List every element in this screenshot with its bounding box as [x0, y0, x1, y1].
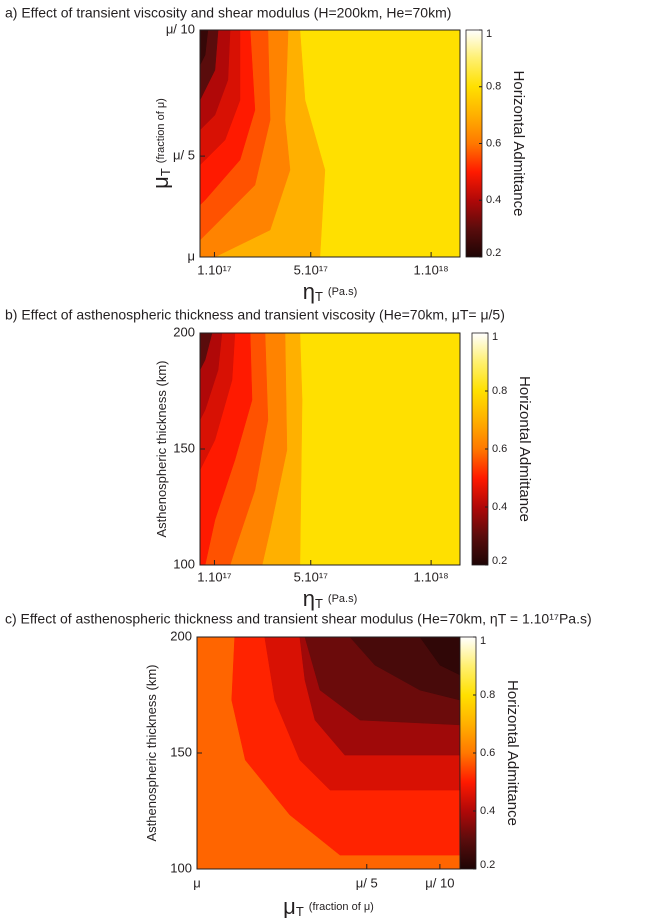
axis-subscript: T: [296, 904, 304, 919]
axis-unit: (Pa.s): [328, 593, 357, 605]
x-tick-label: 1.10¹⁸: [414, 262, 449, 277]
axis-label: μT (fraction of μ): [283, 894, 374, 919]
y-tick-label: 100: [173, 556, 195, 571]
colorbar-tick-label: 0.2: [486, 247, 501, 259]
plot-area: [200, 333, 460, 565]
chart-title: a) Effect of transient viscosity and she…: [5, 5, 451, 21]
colorbar-tick-label: 1: [486, 28, 492, 40]
colorbar-tick-label: 0.8: [486, 81, 501, 93]
contour-band: [200, 333, 213, 371]
x-tick-label: 5.10¹⁷: [294, 569, 329, 584]
x-tick-label: μ/ 5: [356, 875, 378, 890]
colorbar-tick-label: 0.6: [480, 747, 495, 759]
contour-band: [419, 637, 460, 676]
axis-label-text: Asthenospheric thickness (km): [144, 664, 159, 841]
y-tick-label: 150: [173, 440, 195, 455]
x-tick-label: μ/ 10: [425, 875, 454, 890]
axis-label: Asthenospheric thickness (km): [154, 360, 169, 537]
colorbar-tick-label: 0.8: [492, 385, 507, 397]
colorbar-tick-label: 0.4: [492, 501, 507, 513]
axis-label: ηT (Pa.s): [303, 586, 358, 612]
contour-band: [200, 30, 209, 66]
colorbar-tick-label: 0.6: [492, 443, 507, 455]
axis-unit: (fraction of μ): [309, 901, 374, 913]
x-tick-label: 5.10¹⁷: [294, 262, 329, 277]
colorbar-tick-label: 0.6: [486, 137, 501, 149]
plot-area: [197, 637, 460, 869]
colorbar-tick-label: 0.2: [492, 555, 507, 567]
y-tick-label: μ/ 5: [173, 148, 195, 163]
axis-unit: (Pa.s): [328, 286, 357, 298]
y-tick-label: 200: [170, 628, 192, 643]
colorbar-tick-label: 0.2: [480, 859, 495, 871]
plot-frame: [199, 29, 461, 258]
colorbar-tick-label: 0.4: [486, 194, 501, 206]
colorbar-label: Horizontal Admittance: [504, 680, 521, 826]
axis-label: ηT (Pa.s): [303, 279, 358, 305]
axis-unit: (fraction of μ): [155, 98, 167, 163]
y-tick-label: μ: [188, 248, 196, 263]
colorbar-tick-label: 1: [492, 331, 498, 343]
colorbar-label: Horizontal Admittance: [510, 71, 527, 217]
axis-subscript: T: [315, 289, 323, 304]
x-tick-label: μ: [193, 875, 201, 890]
axis-subscript: T: [158, 168, 173, 176]
colorbar-tick-label: 0.4: [480, 805, 495, 817]
axis-symbol: η: [303, 279, 315, 304]
axis-label: μT (fraction of μ): [148, 98, 174, 189]
axis-label: Asthenospheric thickness (km): [144, 664, 159, 841]
axis-subscript: T: [315, 596, 323, 611]
y-tick-label: 100: [170, 860, 192, 875]
x-tick-label: 1.10¹⁷: [197, 262, 232, 277]
y-tick-label: 200: [173, 324, 195, 339]
axis-symbol: η: [303, 586, 315, 611]
axis-label-text: Asthenospheric thickness (km): [154, 360, 169, 537]
axis-symbol: μ: [148, 176, 173, 189]
axis-symbol: μ: [283, 894, 296, 919]
plot-area: [200, 30, 460, 257]
y-tick-label: μ/ 10: [166, 21, 195, 36]
x-tick-label: 1.10¹⁷: [197, 569, 232, 584]
y-tick-label: 150: [170, 744, 192, 759]
chart-title: c) Effect of asthenospheric thickness an…: [5, 611, 592, 627]
x-tick-label: 1.10¹⁸: [414, 569, 449, 584]
colorbar-tick-label: 1: [480, 635, 486, 647]
colorbar-tick-label: 0.8: [480, 689, 495, 701]
chart-title: b) Effect of asthenospheric thickness an…: [5, 307, 505, 323]
colorbar-label: Horizontal Admittance: [516, 376, 533, 522]
